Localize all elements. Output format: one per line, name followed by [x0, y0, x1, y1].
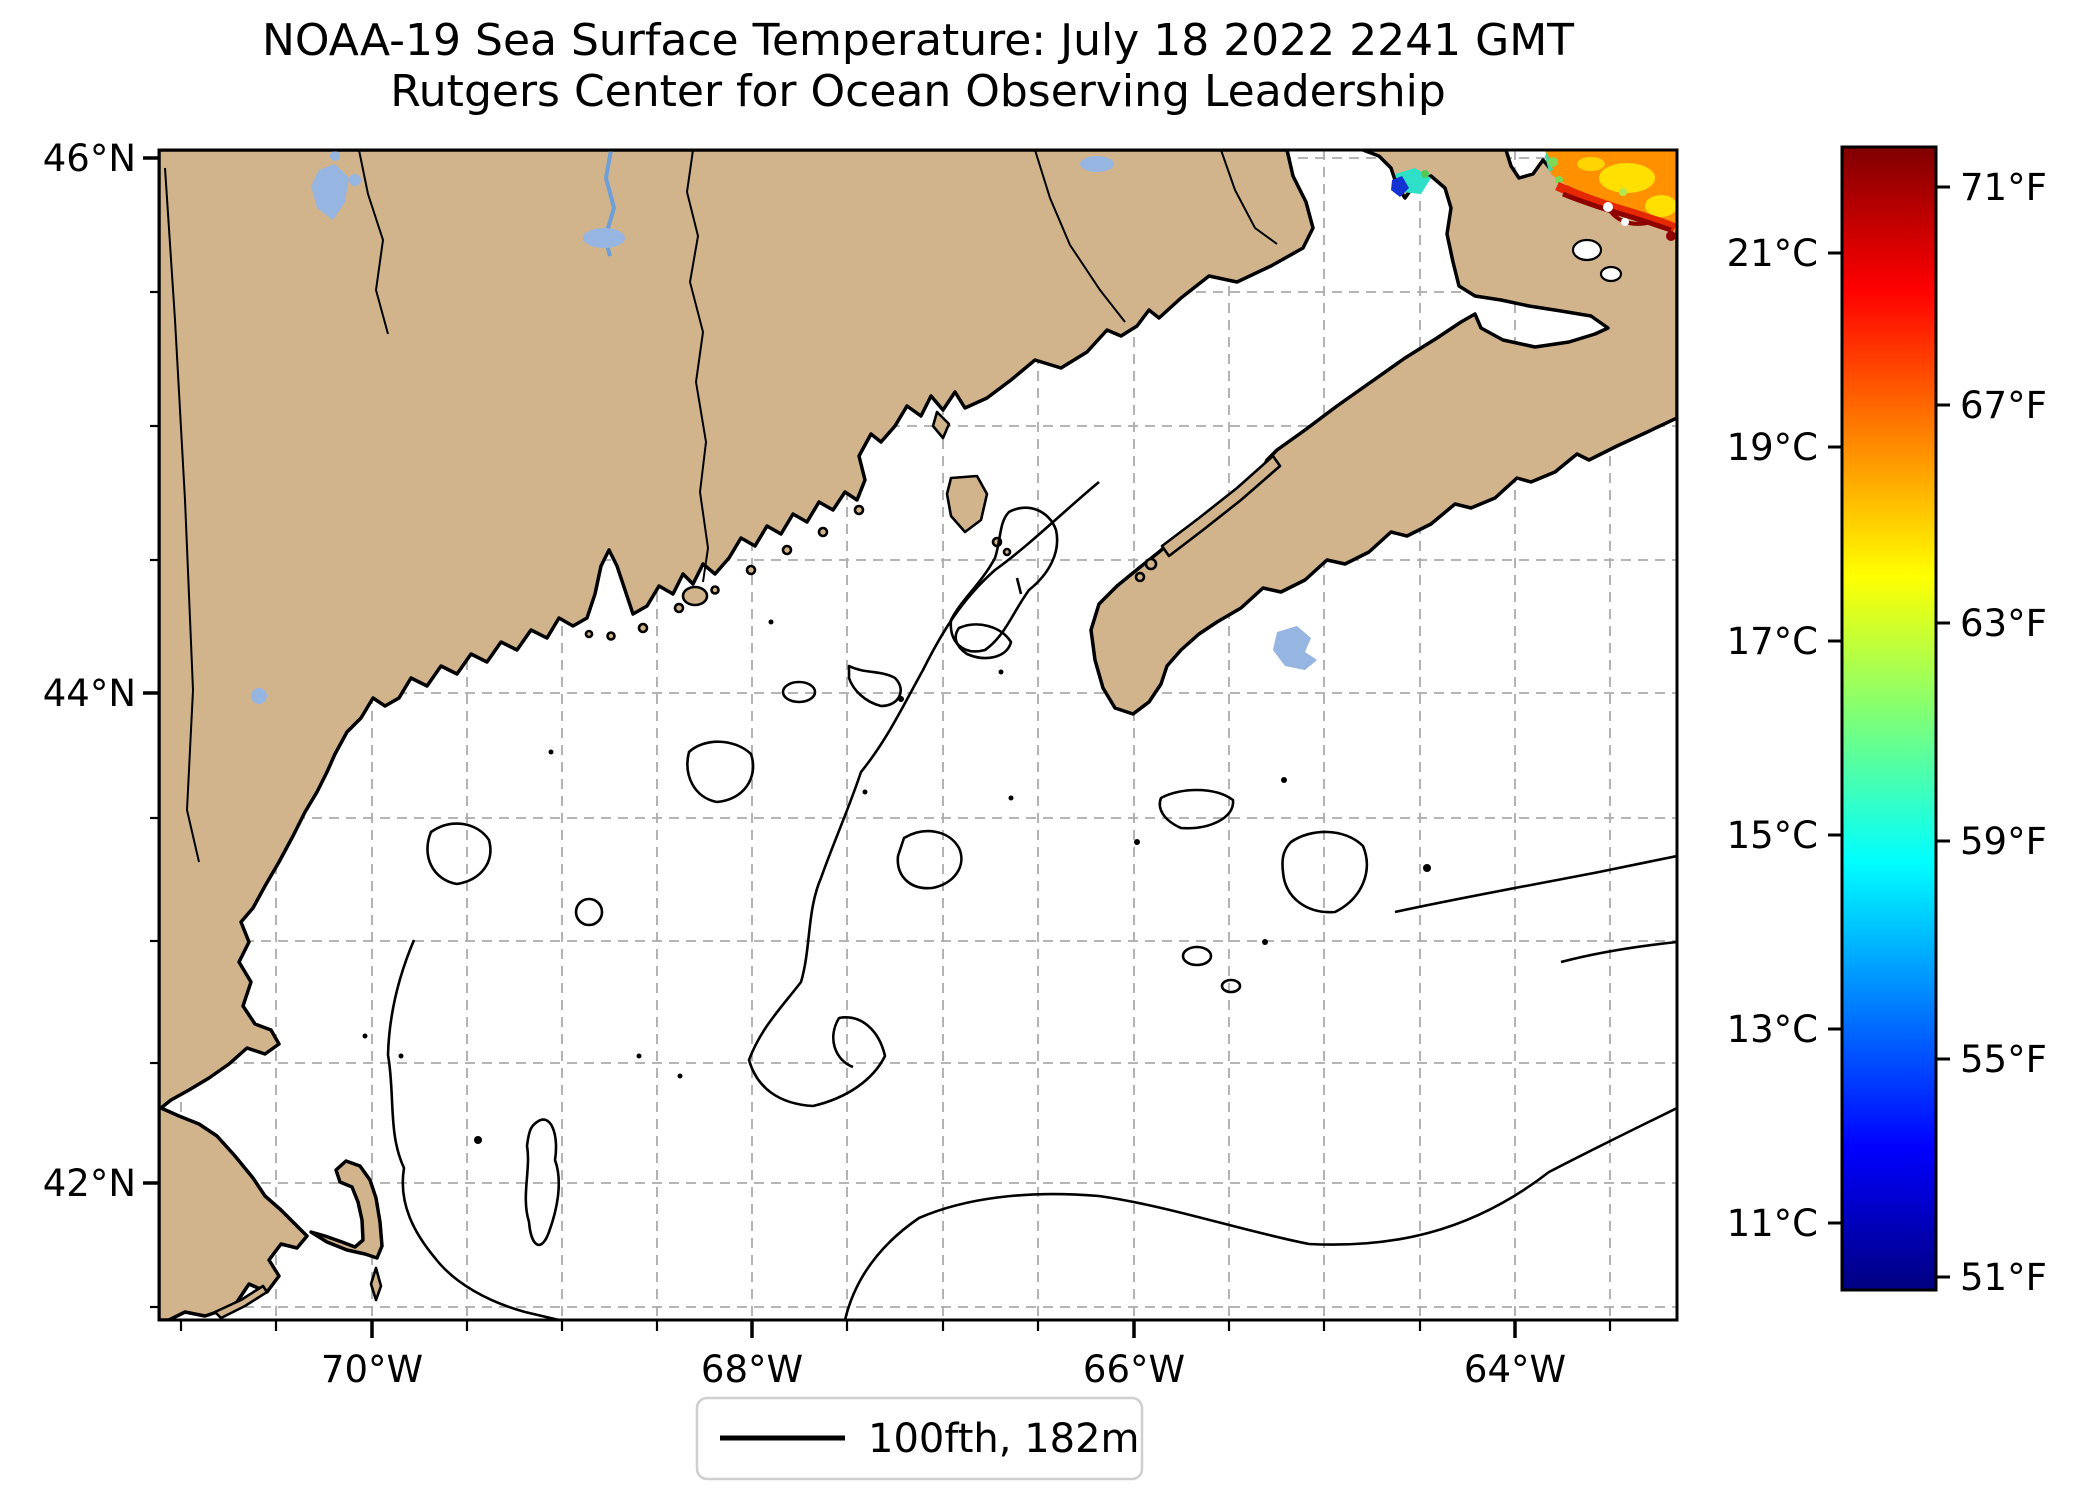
brier-island	[1144, 557, 1158, 571]
cbar-label-59f: 59°F	[1960, 820, 2047, 863]
map-border	[157, 148, 1679, 1322]
elizabeth-islands	[213, 1284, 269, 1320]
lon-major-ticks	[370, 1320, 1517, 1338]
figure-title: NOAA-19 Sea Surface Temperature: July 18…	[262, 15, 1574, 66]
lon-minor-ticks	[179, 1320, 1612, 1331]
long-island-ns	[1134, 571, 1146, 583]
cbar-label-13c: 13°C	[1727, 1008, 1818, 1051]
lat-tick-label-46n: 46°N	[43, 137, 136, 180]
lon-tick-label-66w: 66°W	[1083, 1348, 1185, 1391]
bras-dor-lake	[1571, 238, 1603, 262]
cbar-label-17c: 17°C	[1727, 620, 1818, 663]
lat-tick-label-42n: 42°N	[43, 1162, 136, 1205]
sst-cumberland-basin-patch	[1391, 168, 1431, 197]
mainland-land	[159, 150, 1315, 1320]
rivers-and-borders	[164, 150, 1278, 863]
cbar-label-55f: 55°F	[1960, 1038, 2047, 1081]
colorbar-gradient	[1840, 145, 1938, 1292]
lat-tick-label-44n: 44°N	[43, 672, 136, 715]
legend-label: 100fth, 182m	[868, 1416, 1140, 1462]
lon-tick-label-68w: 68°W	[701, 1348, 803, 1391]
lakes	[251, 150, 1317, 704]
mount-desert-island	[681, 585, 709, 607]
islet	[1002, 547, 1012, 557]
grand-manan-island	[945, 474, 989, 534]
legend-frame	[695, 1396, 1144, 1481]
cbar-label-19c: 19°C	[1727, 426, 1818, 469]
colorbar-fahrenheit-ticks	[1936, 185, 1950, 1279]
sst-data-patch	[1545, 150, 1677, 241]
cbar-label-67f: 67°F	[1960, 384, 2047, 427]
ns-white-lake	[1599, 265, 1623, 283]
cbar-label-71f: 71°F	[1960, 166, 2047, 209]
map-canvas	[157, 148, 1679, 1322]
nova-scotia-land	[1089, 150, 1677, 716]
lon-tick-label-64w: 64°W	[1464, 1348, 1566, 1391]
campobello-island	[931, 410, 951, 440]
figure-subtitle: Rutgers Center for Ocean Observing Leade…	[390, 66, 1446, 117]
cbar-label-51f: 51°F	[1960, 1256, 2047, 1299]
colorbar: 21°C 19°C 17°C 15°C 13°C 11°C 71°F 67°F …	[1727, 145, 2047, 1299]
lat-minor-ticks	[150, 290, 159, 1309]
bathymetry-contours	[362, 480, 1677, 1320]
monomoy-island	[369, 1266, 383, 1302]
lat-major-ticks	[143, 156, 159, 1185]
colorbar-celsius-ticks	[1828, 251, 1842, 1225]
legend-box: 100fth, 182m	[695, 1396, 1144, 1481]
cbar-label-15c: 15°C	[1727, 814, 1818, 857]
cape-cod-land	[309, 1159, 384, 1260]
maine-coastal-islets	[584, 504, 865, 641]
y-axis: 46°N 44°N 42°N	[43, 137, 159, 1309]
cbar-label-21c: 21°C	[1727, 232, 1818, 275]
contour-specks	[362, 619, 1431, 1144]
digby-neck-land	[1160, 454, 1282, 558]
x-axis: 70°W 68°W 66°W 64°W	[179, 1320, 1612, 1391]
cbar-label-63f: 63°F	[1960, 602, 2047, 645]
lon-tick-label-70w: 70°W	[321, 1348, 423, 1391]
cbar-label-11c: 11°C	[1727, 1202, 1818, 1245]
